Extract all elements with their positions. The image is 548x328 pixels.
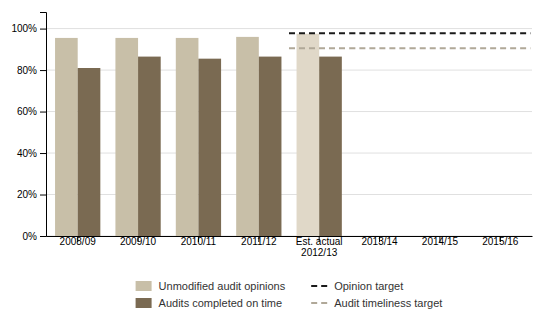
legend-item: Opinion target: [311, 280, 403, 292]
legend-item: Unmodified audit opinions: [136, 280, 286, 292]
x-tick: Est. actual2012/13: [296, 236, 343, 258]
target-line-segment: [410, 47, 470, 49]
target-line-segment: [289, 32, 349, 34]
chart: 0% 20% 40% 60% 80% 100% 2008/09 2009/10 2010/11 2…: [0, 0, 548, 328]
legend-item: Audits completed on time: [136, 297, 283, 309]
bar: [138, 57, 161, 236]
x-tick-label: 2008/09: [60, 236, 97, 247]
y-tick: 0%: [23, 231, 46, 242]
y-tick-label: 60%: [17, 106, 37, 117]
x-tick-label: 2015/16: [482, 236, 519, 247]
legend-swatch: [136, 298, 152, 308]
x-axis: 2008/092009/102010/112011/12Est. actual2…: [47, 236, 533, 258]
bar-series: [78, 57, 342, 236]
x-tick-label-line: 2011/12: [241, 236, 277, 247]
x-tick-label-line: 2014/15: [422, 236, 459, 247]
y-tick: 60%: [17, 106, 46, 117]
x-tick-label: 2010/11: [181, 236, 217, 247]
legend-swatch: [136, 281, 152, 291]
target-line-segment: [349, 32, 409, 34]
bar: [319, 57, 342, 236]
legend-label: Audit timeliness target: [334, 297, 442, 309]
x-tick-label-line: Est. actual: [296, 236, 343, 247]
bar: [198, 59, 221, 236]
legend: Unmodified audit opinions Audits complete…: [136, 280, 443, 309]
target-line: [289, 48, 530, 49]
x-tick: 2008/09: [60, 236, 97, 247]
bar: [236, 37, 259, 236]
x-tick-label-line: 2009/10: [120, 236, 157, 247]
x-tick-label: 2014/15: [422, 236, 459, 247]
x-tick-label: 2013/14: [361, 236, 398, 247]
y-tick: 20%: [17, 189, 46, 200]
y-tick-mark: [40, 236, 46, 237]
bar: [176, 38, 199, 236]
x-tick-label: 2009/10: [120, 236, 157, 247]
y-tick-mark: [40, 70, 46, 71]
legend-swatch: [311, 302, 329, 304]
x-tick-label-line: 2015/16: [482, 236, 519, 247]
y-tick-label: 100%: [11, 23, 37, 34]
x-tick: 2011/12: [241, 236, 277, 247]
legend-label: Opinion target: [334, 280, 403, 292]
bar: [259, 57, 282, 236]
legend-label: Unmodified audit opinions: [159, 280, 286, 292]
x-tick: 2013/14: [361, 236, 398, 247]
legend-item: Audit timeliness target: [311, 297, 442, 309]
bar-series: [55, 34, 319, 236]
y-tick-mark: [40, 153, 46, 154]
target-line: [289, 33, 530, 34]
legend-swatch: [311, 285, 329, 287]
y-tick: 100%: [11, 23, 46, 34]
y-tick-label: 0%: [23, 231, 38, 242]
x-tick: 2009/10: [120, 236, 157, 247]
x-tick-label-line: 2013/14: [361, 236, 398, 247]
legend-label: Audits completed on time: [159, 297, 283, 309]
plot: 0% 20% 40% 60% 80% 100% 2008/09 2009/10 2010/11 2…: [11, 13, 532, 309]
y-tick: 80%: [17, 65, 46, 76]
y-tick-mark: [40, 29, 46, 30]
x-tick: 2015/16: [482, 236, 519, 247]
y-tick-mark: [40, 195, 46, 196]
x-tick-label-line: 2012/13: [301, 247, 338, 258]
bar: [78, 68, 101, 236]
bar: [297, 34, 320, 236]
y-tick: 40%: [17, 148, 46, 159]
target-line-segment: [289, 47, 349, 49]
grid: [46, 29, 532, 236]
y-tick-label: 80%: [17, 65, 37, 76]
x-tick-label: Est. actual2012/13: [296, 236, 343, 258]
target-line-segment: [349, 47, 409, 49]
x-tick-label-line: 2010/11: [181, 236, 217, 247]
y-tick-label: 40%: [17, 148, 37, 159]
bar: [115, 38, 138, 236]
y-tick-label: 20%: [17, 189, 37, 200]
x-tick-label-line: 2008/09: [60, 236, 97, 247]
target-line-segment: [410, 32, 470, 34]
legend-column: Opinion target Audit timeliness target: [311, 280, 442, 309]
x-tick: 2010/11: [181, 236, 217, 247]
marks: [55, 33, 530, 236]
target-line-segment: [470, 32, 530, 34]
y-axis: 0% 20% 40% 60% 80% 100%: [11, 13, 46, 242]
y-axis-line: [40, 13, 47, 237]
target-line-segment: [470, 47, 530, 49]
x-tick-label: 2011/12: [241, 236, 277, 247]
grid-line: [46, 28, 532, 29]
y-tick-mark: [40, 112, 46, 113]
x-tick: 2014/15: [422, 236, 459, 247]
bar: [55, 38, 78, 236]
legend-column: Unmodified audit opinions Audits complete…: [136, 280, 286, 309]
